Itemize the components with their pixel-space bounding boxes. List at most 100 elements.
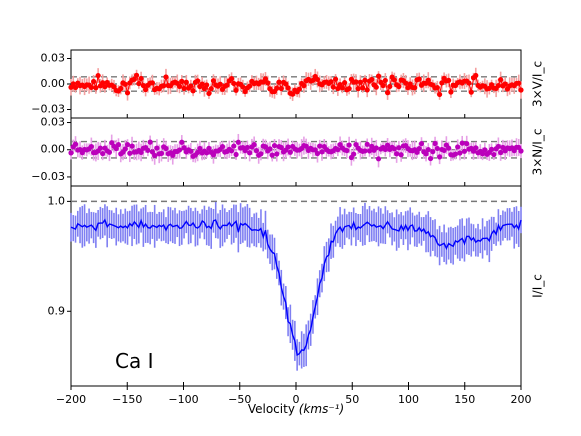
- panel-n-plot: [68, 133, 524, 168]
- data-point: [479, 151, 486, 157]
- data-point: [464, 141, 470, 147]
- data-point: [342, 80, 348, 86]
- data-point: [271, 142, 278, 149]
- data-point: [100, 150, 106, 157]
- data-point: [152, 152, 158, 159]
- y-tick-label: 0.00: [41, 143, 66, 156]
- data-point: [283, 81, 289, 87]
- data-point: [339, 85, 345, 91]
- data-point: [247, 83, 253, 89]
- data-point: [518, 87, 524, 93]
- data-point: [418, 141, 425, 147]
- data-point: [100, 80, 106, 86]
- data-point: [446, 77, 452, 83]
- x-axis-label: Velocity (kms⁻¹): [248, 402, 344, 416]
- data-point: [466, 80, 472, 86]
- data-point: [369, 76, 375, 83]
- panel-i-ylabel: I/I_c: [531, 274, 545, 298]
- data-point: [310, 77, 316, 83]
- data-point: [183, 79, 189, 85]
- data-point: [346, 86, 352, 92]
- data-point: [394, 151, 400, 157]
- data-point: [287, 149, 293, 155]
- data-point: [314, 76, 321, 83]
- data-point: [274, 151, 280, 157]
- x-tick-label: 200: [511, 393, 532, 406]
- data-point: [346, 142, 352, 148]
- series-line: [70, 218, 522, 357]
- panel-n-ticks: 0.03 0.00 −0.03: [31, 116, 522, 186]
- species-label: Ca I: [115, 349, 153, 373]
- data-point: [319, 149, 325, 155]
- y-tick-label: 1.0: [48, 194, 66, 207]
- data-point: [498, 149, 504, 156]
- data-point: [416, 146, 422, 152]
- data-point: [495, 143, 501, 150]
- data-point: [106, 149, 113, 155]
- x-axis-ticks: −200 −150 −100 −50 0 50 100 150 200: [56, 386, 532, 406]
- data-point: [516, 80, 522, 86]
- x-tick-label: 100: [398, 393, 419, 406]
- data-point: [482, 147, 488, 153]
- data-point: [181, 145, 187, 151]
- y-tick-label: 0.03: [41, 116, 66, 129]
- data-point: [228, 76, 235, 82]
- data-point: [285, 85, 291, 91]
- data-point: [274, 85, 280, 91]
- panel-n-ylabel: 3×N/I_c: [531, 129, 545, 176]
- data-point: [436, 91, 443, 98]
- data-point: [129, 143, 135, 149]
- y-tick-label: −0.03: [31, 170, 65, 183]
- data-point: [335, 85, 341, 92]
- data-point: [204, 82, 210, 88]
- data-point: [210, 78, 217, 84]
- data-point: [176, 147, 183, 153]
- data-point: [195, 78, 201, 84]
- data-point: [102, 84, 108, 90]
- data-point: [290, 91, 296, 97]
- data-point: [240, 84, 246, 90]
- data-point: [95, 72, 101, 79]
- x-tick-label: 150: [454, 393, 475, 406]
- data-point: [68, 150, 74, 156]
- data-point: [247, 150, 253, 156]
- data-point: [362, 148, 368, 154]
- panel-i: 1.0 0.9 I/I_c Ca I: [48, 185, 545, 387]
- data-point: [163, 74, 169, 80]
- data-point: [204, 150, 210, 156]
- data-point: [425, 77, 431, 83]
- data-point: [122, 146, 128, 152]
- data-point: [138, 75, 144, 82]
- data-point: [131, 76, 137, 82]
- data-point: [224, 82, 230, 88]
- x-axis-label-unit: (kms⁻¹): [299, 402, 344, 416]
- data-point: [285, 144, 291, 150]
- data-point: [228, 148, 235, 154]
- data-point: [140, 82, 146, 89]
- data-point: [432, 140, 438, 147]
- data-point: [360, 85, 366, 91]
- y-tick-label: 0.03: [41, 52, 66, 65]
- data-point: [161, 83, 167, 89]
- data-point: [181, 85, 187, 92]
- data-point: [258, 151, 264, 157]
- data-point: [351, 151, 357, 157]
- x-axis-label-text: Velocity: [248, 402, 295, 416]
- data-point: [188, 148, 194, 154]
- data-point: [369, 143, 375, 149]
- data-point: [143, 86, 149, 93]
- data-point: [382, 77, 388, 84]
- data-point: [179, 139, 185, 145]
- data-point: [122, 81, 128, 87]
- data-point: [235, 139, 241, 145]
- data-point: [233, 151, 239, 158]
- data-point: [163, 145, 169, 152]
- data-point: [265, 80, 271, 86]
- data-point: [403, 80, 409, 86]
- data-point: [269, 152, 275, 158]
- data-point: [416, 76, 422, 82]
- data-point: [138, 149, 144, 156]
- data-point: [382, 146, 388, 153]
- data-point: [328, 79, 334, 85]
